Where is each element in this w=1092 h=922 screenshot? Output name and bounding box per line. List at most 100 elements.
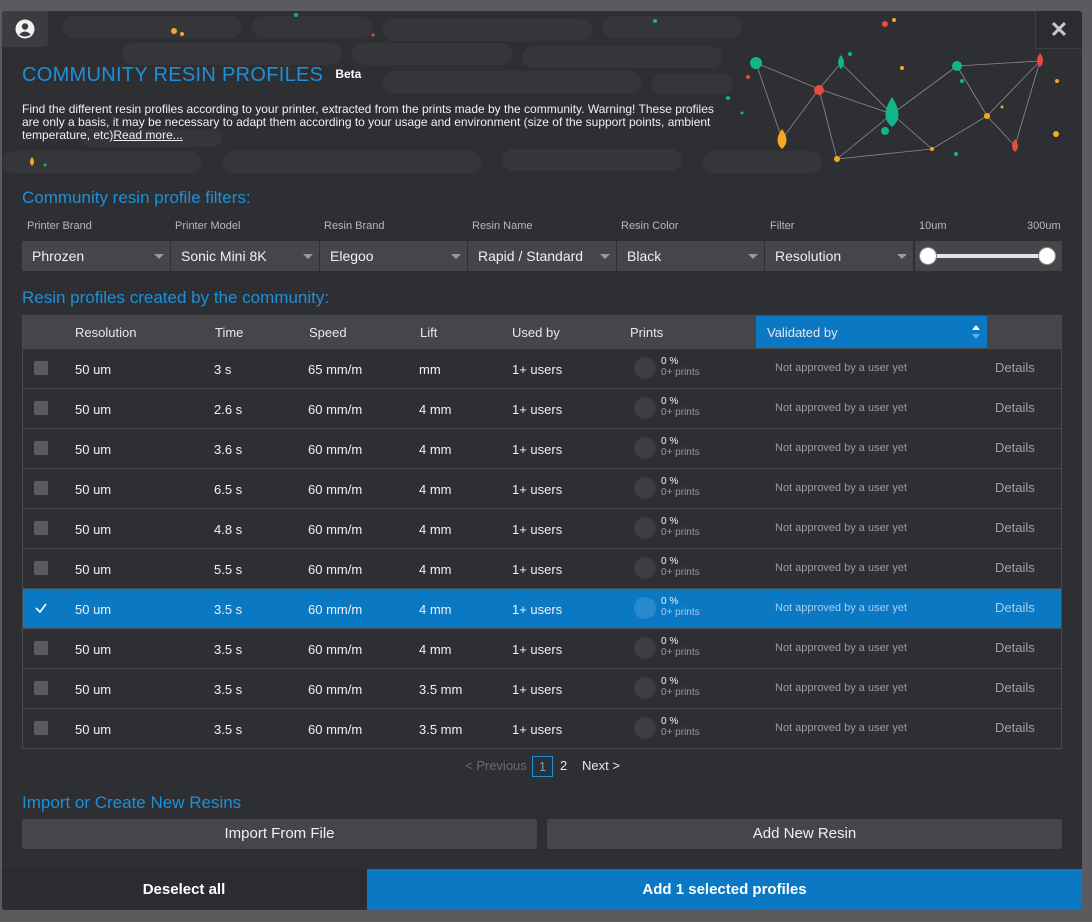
add-new-resin-button[interactable]: Add New Resin (547, 819, 1062, 849)
profiles-title: Resin profiles created by the community: (22, 288, 330, 307)
pagination-next[interactable]: Next > (582, 758, 620, 773)
row-checkbox[interactable] (34, 681, 48, 695)
details-link[interactable]: Details (995, 640, 1035, 655)
details-link[interactable]: Details (995, 360, 1035, 375)
details-link[interactable]: Details (995, 720, 1035, 735)
prints-percent: 0 % (661, 636, 679, 647)
chevron-down-icon (748, 254, 758, 259)
prints-count: 0+ prints (661, 527, 700, 538)
prints-stats: 0 % 0+ prints (661, 356, 700, 378)
prints-stats: 0 % 0+ prints (661, 716, 700, 738)
col-used-by[interactable]: Used by (512, 325, 560, 340)
resin-brand-select[interactable]: Elegoo (320, 241, 468, 271)
prints-percent: 0 % (661, 596, 679, 607)
prints-percent: 0 % (661, 516, 679, 527)
cell-time: 3.5 s (214, 722, 243, 737)
details-link[interactable]: Details (995, 680, 1035, 695)
user-account-button[interactable] (2, 11, 48, 47)
col-resolution[interactable]: Resolution (75, 325, 137, 340)
deselect-all-button[interactable]: Deselect all (2, 869, 366, 910)
col-lift[interactable]: Lift (420, 325, 438, 340)
table-row[interactable]: 50 um 3.6 s 60 mm/m 4 mm 1+ users 0 % 0+ print… (23, 428, 1061, 468)
details-link[interactable]: Details (995, 480, 1035, 495)
cell-speed: 60 mm/m (308, 722, 363, 737)
resin-name-label: Resin Name (472, 220, 533, 232)
table-row[interactable]: 50 um 3.5 s 60 mm/m 4 mm 1+ users 0 % 0+ print… (23, 588, 1061, 628)
resin-brand-label: Resin Brand (324, 220, 385, 232)
cell-resolution: 50 um (75, 362, 112, 377)
col-validated-by[interactable]: Validated by (756, 316, 987, 348)
pagination-previous[interactable]: < Previous (465, 758, 527, 773)
table-row[interactable]: 50 um 3 s 65 mm/m mm 1+ users 0 % 0+ prints Not… (23, 348, 1061, 388)
table-row[interactable]: 50 um 4.8 s 60 mm/m 4 mm 1+ users 0 % 0+ print… (23, 508, 1061, 548)
pagination-page-2[interactable]: 2 (560, 758, 568, 773)
table-row[interactable]: 50 um 5.5 s 60 mm/m 4 mm 1+ users 0 % 0+ print… (23, 548, 1061, 588)
prints-count: 0+ prints (661, 727, 700, 738)
resin-color-value: Black (627, 248, 662, 264)
add-selected-profiles-button[interactable]: Add 1 selected profiles (367, 869, 1082, 910)
checkbox-checked-icon[interactable] (34, 601, 48, 615)
printer-brand-value: Phrozen (32, 248, 85, 264)
cell-speed: 60 mm/m (308, 442, 363, 457)
cell-used-by: 1+ users (512, 442, 563, 457)
range-min-label: 10um (919, 220, 947, 232)
details-link[interactable]: Details (995, 560, 1035, 575)
row-checkbox[interactable] (34, 361, 48, 375)
resolution-range-slider[interactable] (915, 241, 1062, 271)
slider-max-handle[interactable] (1038, 247, 1056, 265)
cell-time: 3.6 s (214, 442, 243, 457)
printer-brand-select[interactable]: Phrozen (22, 241, 171, 271)
table-row[interactable]: 50 um 3.5 s 60 mm/m 3.5 mm 1+ users 0 % 0+ pri… (23, 708, 1061, 748)
table-row[interactable]: 50 um 3.5 s 60 mm/m 3.5 mm 1+ users 0 % 0+ pri… (23, 668, 1061, 708)
prints-stats: 0 % 0+ prints (661, 396, 700, 418)
cell-resolution: 50 um (75, 722, 112, 737)
prints-progress-circle (634, 597, 656, 619)
cell-resolution: 50 um (75, 562, 112, 577)
printer-model-select[interactable]: Sonic Mini 8K (171, 241, 320, 271)
col-time[interactable]: Time (215, 325, 244, 340)
filter-select[interactable]: Resolution (765, 241, 914, 271)
prints-count: 0+ prints (661, 367, 700, 378)
details-link[interactable]: Details (995, 520, 1035, 535)
pagination-page-1[interactable]: 1 (532, 756, 553, 777)
cell-resolution: 50 um (75, 442, 112, 457)
col-speed[interactable]: Speed (309, 325, 347, 340)
resin-color-select[interactable]: Black (617, 241, 765, 271)
filter-value: Resolution (775, 248, 842, 264)
cell-time: 3.5 s (214, 602, 243, 617)
details-link[interactable]: Details (995, 600, 1035, 615)
resin-name-select[interactable]: Rapid / Standard (468, 241, 617, 271)
row-checkbox[interactable] (34, 721, 48, 735)
filter-label: Filter (770, 220, 795, 232)
printer-model-label: Printer Model (175, 220, 241, 232)
close-button[interactable]: ✕ (1035, 11, 1082, 49)
row-checkbox[interactable] (34, 561, 48, 575)
prints-progress-circle (634, 717, 656, 739)
row-checkbox[interactable] (34, 521, 48, 535)
import-from-file-button[interactable]: Import From File (22, 819, 537, 849)
cell-used-by: 1+ users (512, 642, 563, 657)
cell-validated-by: Not approved by a user yet (775, 722, 908, 734)
table-row[interactable]: 50 um 6.5 s 60 mm/m 4 mm 1+ users 0 % 0+ print… (23, 468, 1061, 508)
prints-percent: 0 % (661, 556, 679, 567)
row-checkbox[interactable] (34, 641, 48, 655)
cell-lift: 4 mm (419, 562, 452, 577)
chevron-down-icon (154, 254, 164, 259)
cell-speed: 60 mm/m (308, 562, 363, 577)
prints-progress-circle (634, 637, 656, 659)
row-checkbox[interactable] (34, 441, 48, 455)
prints-progress-circle (634, 517, 656, 539)
table-row[interactable]: 50 um 2.6 s 60 mm/m 4 mm 1+ users 0 % 0+ print… (23, 388, 1061, 428)
row-checkbox[interactable] (34, 401, 48, 415)
read-more-link[interactable]: Read more... (113, 128, 183, 142)
details-link[interactable]: Details (995, 440, 1035, 455)
col-prints[interactable]: Prints (630, 325, 664, 340)
slider-min-handle[interactable] (919, 247, 937, 265)
row-checkbox[interactable] (34, 481, 48, 495)
cell-validated-by: Not approved by a user yet (775, 682, 908, 694)
table-row[interactable]: 50 um 3.5 s 60 mm/m 4 mm 1+ users 0 % 0+ print… (23, 628, 1061, 668)
details-link[interactable]: Details (995, 400, 1035, 415)
resin-profiles-modal: ✕ COMMUNITY RESIN PROFILES Beta Find the… (2, 11, 1082, 910)
prints-percent: 0 % (661, 436, 679, 447)
cell-validated-by: Not approved by a user yet (775, 642, 908, 654)
